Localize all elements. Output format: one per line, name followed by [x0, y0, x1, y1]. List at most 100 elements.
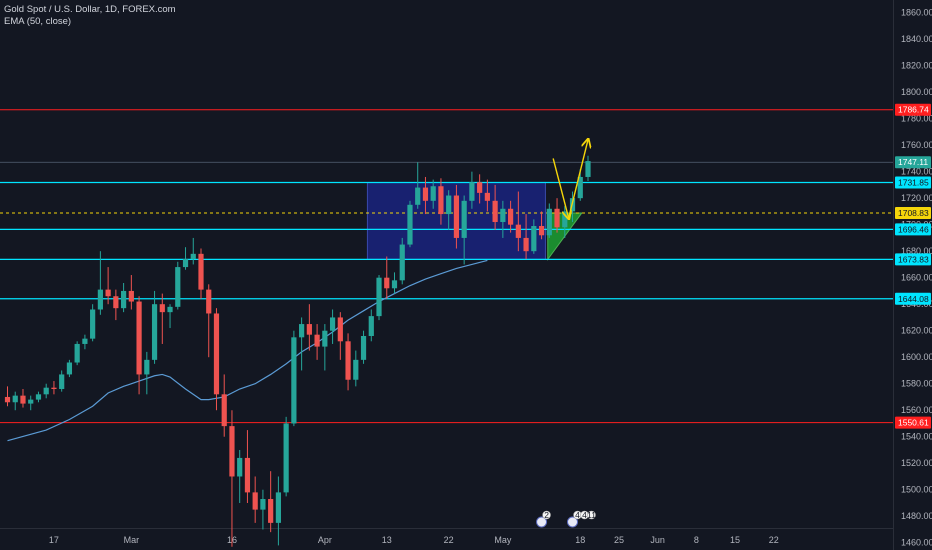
y-tick-label: 1820.00 [901, 61, 932, 71]
x-tick-label: Jun [650, 535, 665, 545]
candle-body [546, 208, 552, 236]
x-tick-label: Apr [318, 535, 332, 545]
candle-body [345, 341, 351, 380]
price-badge-label: 1747.11 [898, 157, 928, 167]
candle-body [4, 396, 11, 403]
candle-body [43, 387, 49, 395]
candle-body [438, 186, 444, 215]
candle-body [175, 267, 181, 307]
y-tick-label: 1660.00 [901, 273, 932, 283]
y-tick-label: 1760.00 [901, 140, 932, 150]
candle-body [244, 457, 251, 493]
down-arrow [552, 158, 568, 218]
candle-body [322, 330, 328, 347]
price-badge [895, 156, 931, 169]
indicator-label: EMA (50, close) [4, 16, 72, 27]
x-tick-label: 8 [694, 535, 699, 545]
price-badge [895, 176, 931, 189]
event-count-badge [587, 510, 596, 520]
candle-body [407, 204, 413, 245]
candle-body [144, 359, 150, 375]
candle-body [469, 182, 475, 201]
candle-body [384, 277, 390, 289]
candle-body [446, 195, 452, 215]
candle-body [368, 316, 374, 336]
candle-body [66, 362, 73, 375]
candle-body [353, 359, 359, 380]
price-badge [895, 253, 931, 266]
candle-body [182, 259, 189, 268]
candle-body [577, 176, 583, 199]
candle-body [105, 289, 111, 297]
x-tick-label: 25 [614, 535, 624, 545]
price-badge-label: 1673.83 [898, 254, 929, 264]
candle-body [492, 200, 498, 223]
candle-body [190, 253, 196, 260]
price-axis-panel [893, 0, 932, 550]
y-tick-label: 1720.00 [901, 193, 932, 203]
candle-body [585, 161, 591, 177]
price-badge [895, 103, 931, 116]
candle-body [74, 343, 80, 363]
candle-body [531, 226, 537, 252]
candle-body [314, 334, 320, 347]
ema-line [7, 259, 488, 442]
candle-body [167, 306, 173, 313]
candle-body [453, 195, 460, 238]
candle-body [35, 394, 42, 400]
y-tick-label: 1540.00 [901, 432, 932, 442]
candle-body [299, 324, 305, 338]
candle-body [508, 208, 514, 225]
candle-body [484, 192, 490, 201]
y-tick-label: 1680.00 [901, 246, 932, 256]
y-tick-label: 1480.00 [901, 511, 932, 521]
candle-body [291, 337, 297, 424]
price-badge-label: 1731.85 [898, 177, 929, 187]
price-badge-label: 1550.61 [898, 418, 929, 428]
x-tick-label: 22 [769, 535, 779, 545]
candle-body [159, 304, 165, 313]
price-badge-label: 1696.46 [898, 224, 929, 234]
candle-body [90, 309, 96, 339]
candle-body [20, 395, 26, 404]
candle-body [51, 387, 57, 390]
candle-body [515, 224, 521, 238]
y-tick-label: 1600.00 [901, 352, 932, 362]
y-tick-label: 1780.00 [901, 114, 932, 124]
candle-body [306, 324, 312, 335]
candle-body [198, 253, 204, 290]
candle-body [28, 399, 34, 404]
candle-body [12, 395, 18, 403]
candle-body [206, 289, 212, 314]
y-tick-label: 1740.00 [901, 167, 932, 177]
candle-body [337, 317, 343, 342]
candle-body [113, 296, 119, 309]
x-tick-label: 22 [444, 535, 454, 545]
event-count-label: 4 [575, 510, 580, 520]
x-tick-label: 18 [575, 535, 585, 545]
candle-body [461, 200, 467, 238]
candle-body [82, 338, 88, 344]
event-count-label: 2 [544, 510, 549, 520]
event-count-label: 11 [587, 510, 596, 520]
x-tick-label: Mar [124, 535, 140, 545]
y-tick-label: 1580.00 [901, 379, 932, 389]
y-tick-label: 1860.00 [901, 8, 932, 18]
event-count-badge [542, 510, 551, 520]
event-count-label: 4 [582, 510, 587, 520]
price-badge [895, 206, 931, 219]
x-tick-label: 13 [382, 535, 392, 545]
candle-body [554, 208, 560, 228]
candle-body [237, 457, 243, 477]
price-badge-label: 1786.74 [898, 105, 929, 115]
candle-body [221, 394, 227, 427]
x-tick-label: 16 [227, 535, 237, 545]
candle-body [151, 304, 158, 360]
candle-body [229, 426, 235, 477]
y-tick-label: 1800.00 [901, 87, 932, 97]
x-tick-label: 15 [730, 535, 740, 545]
candle-body [275, 492, 281, 523]
price-badge [895, 292, 931, 305]
y-tick-label: 1520.00 [901, 458, 932, 468]
